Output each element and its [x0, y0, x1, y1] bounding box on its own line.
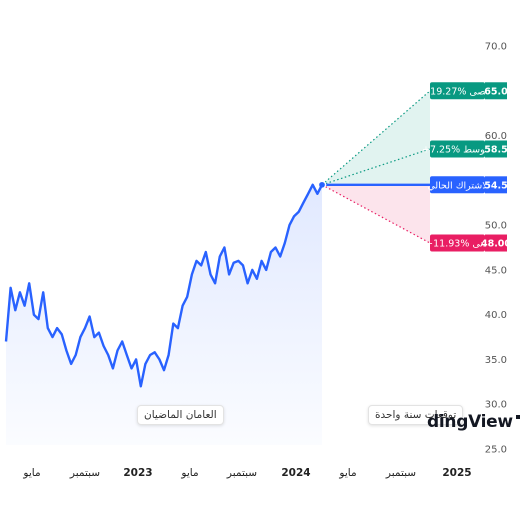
- logo-text: dingView: [427, 412, 513, 432]
- tradingview-mark-icon: [515, 415, 520, 429]
- badge-value: 54.5: [484, 180, 507, 191]
- y-tick-label: 35.0: [485, 355, 507, 366]
- y-tick-label: 60.0: [485, 131, 507, 142]
- forecast-avg-line: [321, 148, 431, 186]
- badge-label-bg: [430, 234, 485, 252]
- badge-value: 58.5: [484, 144, 507, 155]
- x-tick-label: 2023: [123, 467, 152, 479]
- badge-label-bg: [430, 176, 485, 194]
- y-tick-label: 40.0: [485, 310, 507, 321]
- x-tick-label: سبتمبر: [226, 467, 257, 479]
- badge-value-bg: [485, 234, 507, 252]
- y-tick-label: 70.0: [485, 42, 507, 53]
- y-tick-label: 45.0: [485, 265, 507, 276]
- forecast-low-line: [321, 184, 431, 244]
- x-tick-label: 2024: [281, 467, 310, 479]
- badge-value-bg: [485, 140, 507, 158]
- badge-label: −11.93% أدنى: [425, 237, 490, 250]
- forecast-upside-area: [322, 90, 430, 185]
- past-period-label: العامان الماضيان: [137, 405, 224, 425]
- x-tick-label: مايو: [338, 467, 356, 479]
- x-tick-label: 2025: [442, 467, 471, 479]
- tradingview-logo: dingView: [427, 412, 520, 432]
- x-tick-label: مايو: [22, 467, 40, 479]
- forecast-period-label: توقعات سنة واحدة: [368, 405, 464, 425]
- y-tick-label: 30.0: [485, 400, 507, 411]
- badge-value-bg: [485, 82, 507, 100]
- badge-value: 65.0: [484, 86, 508, 97]
- badge-label: +19.27% أقصى: [422, 84, 493, 97]
- badge-label-bg: [430, 140, 485, 158]
- badge-label: لاشتراك الحالي: [427, 180, 487, 191]
- badge-label: +7.25% متوسط: [422, 144, 493, 155]
- badge-label-bg: [430, 82, 485, 100]
- x-tick-label: سبتمبر: [385, 467, 416, 479]
- y-tick-label: 50.0: [485, 221, 507, 232]
- price-line: [4, 183, 324, 388]
- badge-value-bg: [485, 176, 507, 194]
- x-tick-label: سبتمبر: [69, 467, 100, 479]
- price-area: [6, 184, 322, 446]
- y-tick-label: 25.0: [485, 445, 507, 456]
- x-tick-label: مايو: [180, 467, 198, 479]
- badge-value: 48.00: [481, 239, 511, 250]
